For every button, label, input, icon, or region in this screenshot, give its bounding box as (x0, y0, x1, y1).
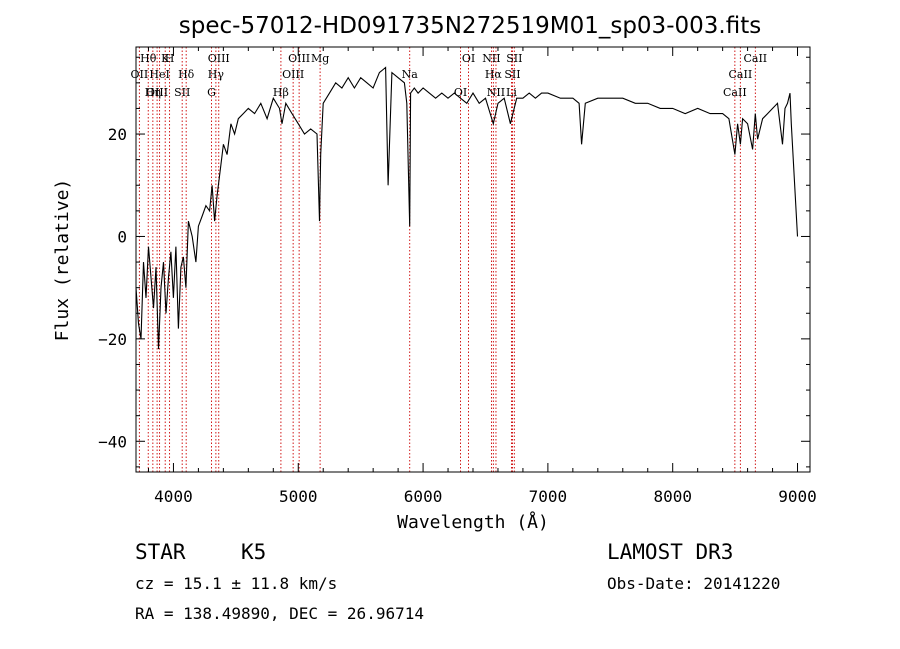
x-tick-label: 4000 (154, 487, 193, 506)
spectral-line-label: K (161, 52, 170, 65)
plot-frame (135, 46, 811, 473)
x-tick-label: 5000 (279, 487, 318, 506)
spectral-line-label: NII (487, 86, 505, 99)
ra-dec-coordinates: RA = 138.49890, DEC = 26.96714 (135, 604, 424, 623)
spectral-line-label: Hδ (178, 68, 195, 81)
spectral-line-label: OIII (282, 68, 304, 81)
x-tick-label: 8000 (653, 487, 692, 506)
y-axis-label: Flux (relative) (52, 179, 73, 342)
spectral-line-markers (138, 47, 756, 472)
object-subclass: K5 (241, 540, 267, 564)
spectral-line-label: H (165, 52, 175, 65)
y-axis-ticks: −40 −20 0 20 (98, 56, 810, 468)
spectral-line-label: OIII (288, 52, 310, 65)
y-tick-label: 0 (117, 227, 127, 246)
spectral-line-label: Hη (145, 86, 161, 99)
spectral-line-label: Hβ (273, 86, 289, 99)
observation-date: Obs-Date: 20141220 (607, 574, 781, 593)
redshift-value: cz = 15.1 ± 11.8 km/s (135, 574, 338, 593)
x-tick-label: 9000 (778, 487, 817, 506)
spectral-line-label: NII (482, 52, 500, 65)
spectral-line-label: Li (506, 86, 517, 99)
spectral-line-label: OI (462, 52, 475, 65)
spectral-line-label: OI (454, 86, 467, 99)
spectral-line-label: CaII (729, 68, 753, 81)
x-axis-ticks: 4000 5000 6000 7000 8000 9000 (147, 47, 817, 506)
spectral-line-label: OII (131, 68, 149, 81)
spectral-line-label: SII (506, 52, 522, 65)
spectrum-line (135, 66, 799, 350)
spectral-line-label: OIII (146, 86, 168, 99)
spectral-line-label: HeI (149, 68, 169, 81)
spectral-line-label: Hγ (208, 68, 225, 81)
y-tick-label: −20 (98, 330, 127, 349)
spectral-line-label: Hα (485, 68, 503, 81)
spectral-line-label: Hθ (140, 52, 157, 65)
spectral-line-label: Mg (311, 52, 329, 65)
spectral-line-label: CaII (743, 52, 767, 65)
spectral-line-label: CaII (723, 86, 747, 99)
x-axis-label: Wavelength (Å) (397, 511, 549, 533)
y-tick-label: 20 (108, 125, 127, 144)
survey-name: LAMOST DR3 (607, 540, 734, 564)
spectral-line-labels: Hθ OII OIII K HeI Hη HHδ SII OIII Hγ G OIII OIII Hβ Mg… (131, 52, 768, 99)
spectral-line-label: SII (504, 68, 520, 81)
spectral-line-label: OIII (208, 52, 230, 65)
object-class: STAR (135, 540, 186, 564)
spectral-line-label: Na (402, 68, 419, 81)
spectral-line-label: G (207, 86, 216, 99)
spectral-line-label: SII (174, 86, 190, 99)
x-tick-label: 6000 (404, 487, 443, 506)
y-tick-label: −40 (98, 432, 127, 451)
chart-title: spec-57012-HD091735N272519M01_sp03-003.f… (179, 13, 761, 39)
x-tick-label: 7000 (529, 487, 568, 506)
